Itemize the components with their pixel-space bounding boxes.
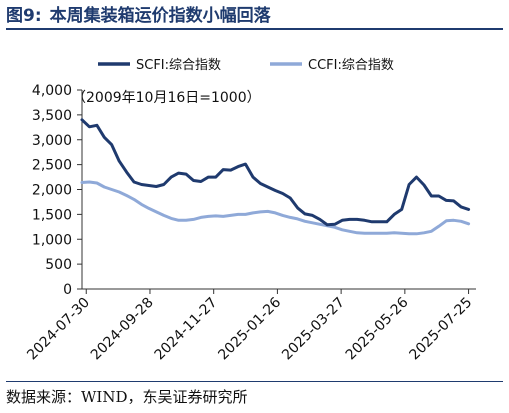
y-tick-label: 4,000 bbox=[32, 83, 72, 99]
y-tick-label: 3,500 bbox=[32, 108, 72, 124]
series-line-scfi bbox=[80, 118, 471, 227]
figure-title: 图9: 本周集装箱运价指数小幅回落 bbox=[6, 2, 503, 30]
legend-label-scfi: SCFI:综合指数 bbox=[136, 58, 221, 73]
plot-series bbox=[80, 118, 471, 236]
y-tick-label: 500 bbox=[45, 257, 72, 273]
x-tick-label: 2024-09-28 bbox=[88, 295, 157, 364]
y-tick-label: 1,500 bbox=[32, 207, 72, 223]
x-tick-label: 2025-05-26 bbox=[343, 294, 412, 363]
figure-number: 图9: bbox=[6, 6, 42, 26]
x-tick-label: 2025-01-26 bbox=[215, 294, 284, 363]
base-annotation: （2009年10月16日=1000） bbox=[72, 90, 261, 106]
line-chart: SCFI:综合指数 CCFI:综合指数 （2009年10月16日=1000） 4… bbox=[24, 58, 476, 364]
y-axis: 4,000 3,500 3,000 2,500 2,000 1,500 1,000 500 0 bbox=[32, 83, 83, 298]
legend-label-ccfi: CCFI:综合指数 bbox=[308, 58, 394, 73]
y-tick-label: 0 bbox=[63, 282, 72, 298]
y-tick-label: 1,000 bbox=[32, 232, 72, 248]
x-tick-label: 2024-11-27 bbox=[152, 295, 221, 364]
figure-title-text: 本周集装箱运价指数小幅回落 bbox=[49, 6, 271, 26]
series-line-ccfi bbox=[80, 180, 471, 236]
y-tick-label: 3,000 bbox=[32, 133, 72, 149]
y-tick-label: 2,500 bbox=[32, 158, 72, 174]
legend: SCFI:综合指数 CCFI:综合指数 bbox=[98, 58, 394, 73]
y-tick-label: 2,000 bbox=[32, 183, 72, 199]
x-tick-label: 2024-07-30 bbox=[24, 295, 93, 364]
x-tick-label: 2025-03-27 bbox=[279, 295, 348, 364]
x-tick-label: 2025-07-25 bbox=[407, 295, 476, 364]
data-source: 数据来源：WIND，东吴证券研究所 bbox=[6, 381, 503, 411]
x-axis: 2024-07-302024-09-282024-11-272025-01-26… bbox=[24, 288, 476, 364]
